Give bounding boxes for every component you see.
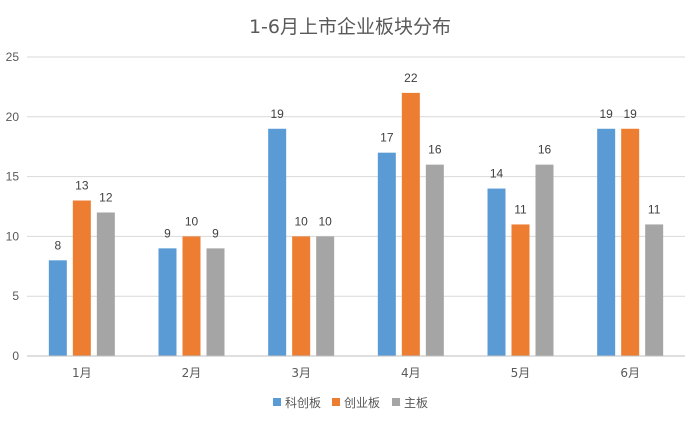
bars xyxy=(48,92,664,356)
y-tick-label: 10 xyxy=(6,229,20,243)
data-label: 13 xyxy=(75,179,89,193)
data-label: 17 xyxy=(380,131,394,145)
bar-科创板-4月 xyxy=(377,152,396,356)
y-tick-label: 25 xyxy=(6,50,20,64)
bar-科创板-3月 xyxy=(268,128,287,356)
x-category-label: 6月 xyxy=(620,366,640,380)
bar-主板-1月 xyxy=(96,212,115,356)
chart-title: 1-6月上市企业板块分布 xyxy=(249,16,451,38)
bar-主板-3月 xyxy=(316,236,335,356)
data-labels: 8 13 12 9 10 9 19 10 10 17 22 16 14 11 16 19 19 11 xyxy=(54,71,660,252)
legend-label: 主板 xyxy=(404,396,428,410)
bar-创业板-3月 xyxy=(292,236,311,356)
data-label: 19 xyxy=(623,107,637,121)
bar-科创板-5月 xyxy=(487,188,506,356)
data-label: 9 xyxy=(212,226,219,240)
data-label: 11 xyxy=(514,202,527,216)
data-label: 16 xyxy=(538,143,552,157)
bar-创业板-5月 xyxy=(511,224,530,356)
bar-主板-4月 xyxy=(425,164,444,356)
legend-label: 科创板 xyxy=(285,396,321,410)
bar-创业板-4月 xyxy=(401,92,420,356)
x-category-label: 4月 xyxy=(401,366,421,380)
data-label: 19 xyxy=(599,107,613,121)
data-label: 22 xyxy=(404,71,418,85)
bar-科创板-2月 xyxy=(158,248,177,356)
legend-swatch xyxy=(332,398,340,406)
data-label: 12 xyxy=(99,190,113,204)
data-label: 10 xyxy=(318,214,332,228)
bar-主板-6月 xyxy=(645,224,664,356)
data-label: 14 xyxy=(490,167,504,181)
x-axis-categories: 1月 2月 3月 4月 5月 6月 xyxy=(72,366,640,380)
bar-主板-5月 xyxy=(535,164,554,356)
data-label: 8 xyxy=(54,238,61,252)
data-label: 10 xyxy=(185,214,199,228)
bar-科创板-1月 xyxy=(48,260,67,356)
bar-科创板-6月 xyxy=(597,128,616,356)
data-label: 19 xyxy=(270,107,284,121)
legend-swatch xyxy=(273,398,281,406)
bar-创业板-6月 xyxy=(621,128,640,356)
x-category-label: 2月 xyxy=(182,366,202,380)
legend-swatch xyxy=(392,398,400,406)
y-axis-ticks: 0 5 10 15 20 25 xyxy=(6,50,20,363)
y-tick-label: 20 xyxy=(6,110,20,124)
legend-label: 创业板 xyxy=(344,396,380,410)
bar-主板-2月 xyxy=(206,248,225,356)
bar-创业板-1月 xyxy=(72,200,91,356)
gridlines xyxy=(27,56,685,297)
legend: 科创板 创业板 主板 xyxy=(273,396,428,410)
x-category-label: 1月 xyxy=(72,366,92,380)
data-label: 16 xyxy=(428,143,442,157)
y-tick-label: 0 xyxy=(12,349,19,363)
x-category-label: 3月 xyxy=(291,366,311,380)
data-label: 10 xyxy=(294,214,308,228)
data-label: 11 xyxy=(648,202,661,216)
y-tick-label: 5 xyxy=(12,289,19,303)
bar-创业板-2月 xyxy=(182,236,201,356)
x-category-label: 5月 xyxy=(511,366,531,380)
data-label: 9 xyxy=(164,226,171,240)
y-tick-label: 15 xyxy=(6,170,20,184)
